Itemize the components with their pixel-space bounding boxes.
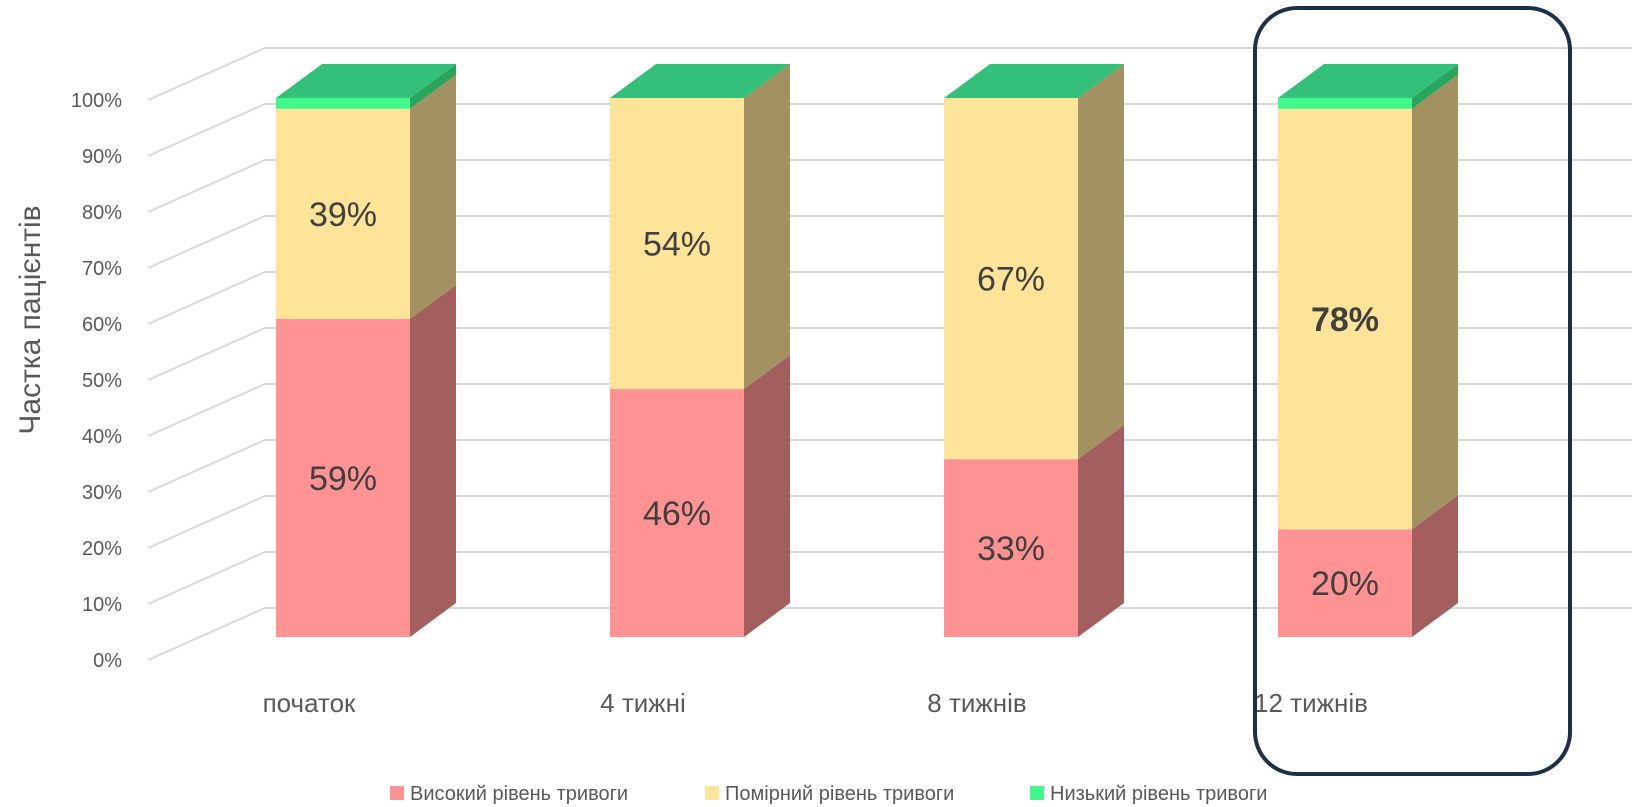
legend-swatch xyxy=(1030,786,1044,800)
bar-side xyxy=(744,355,790,637)
bar-front xyxy=(610,98,744,390)
bar-side xyxy=(410,64,456,109)
y-tick-label: 60% xyxy=(82,314,122,336)
category-label: 4 тижні xyxy=(600,688,686,718)
bar-segment xyxy=(944,425,1124,637)
y-tick-label: 100% xyxy=(71,90,122,112)
bar-segment xyxy=(944,64,1124,460)
bar-front xyxy=(276,108,410,319)
highlight-frame-12-weeks xyxy=(1253,6,1572,776)
bar-segment xyxy=(1278,64,1458,109)
data-label: 46% xyxy=(643,495,711,533)
category-label: 12 тижнів xyxy=(1254,688,1368,718)
bar-top xyxy=(1278,64,1458,98)
bar-front xyxy=(610,389,744,637)
y-tick-label: 0% xyxy=(93,650,122,672)
category-labels: початок 4 тижні 8 тижнів 12 тижнів xyxy=(263,688,1368,718)
legend-label: Помірний рівень тривоги xyxy=(725,783,954,805)
bar-side xyxy=(410,284,456,637)
bar-top xyxy=(944,64,1124,98)
y-tick-label: 50% xyxy=(82,370,122,392)
data-label: 39% xyxy=(309,196,377,234)
legend: Високий рівень тривоги Помірний рівень тр… xyxy=(390,783,1267,805)
bar-segment xyxy=(276,74,456,319)
bar-side xyxy=(410,74,456,319)
bar-segment xyxy=(1278,74,1458,530)
gridline-diagonal xyxy=(147,383,266,437)
legend-label: Високий рівень тривоги xyxy=(410,783,628,805)
legend-label: Низький рівень тривоги xyxy=(1050,783,1267,805)
data-label: 33% xyxy=(977,530,1045,568)
y-tick-label: 10% xyxy=(82,594,122,616)
gridline-diagonal xyxy=(147,327,266,381)
bar-side xyxy=(1412,64,1458,109)
bar-front xyxy=(276,98,410,109)
data-label: 54% xyxy=(643,226,711,264)
bar-front xyxy=(1278,108,1412,530)
gridline-diagonal xyxy=(147,47,266,101)
bar-top xyxy=(276,64,456,98)
bar-segment xyxy=(276,284,456,637)
data-label: 67% xyxy=(977,261,1045,299)
legend-swatch xyxy=(705,786,719,800)
gridline-diagonal xyxy=(147,607,266,661)
data-label: 20% xyxy=(1311,565,1379,603)
y-tick-label: 40% xyxy=(82,426,122,448)
bar-side xyxy=(1412,74,1458,530)
y-tick-label: 30% xyxy=(82,482,122,504)
y-tick-label: 90% xyxy=(82,146,122,168)
legend-swatch xyxy=(390,786,404,800)
data-label: 59% xyxy=(309,460,377,498)
bar-top xyxy=(610,64,790,98)
bars xyxy=(276,64,1458,637)
gridline-diagonal xyxy=(147,495,266,549)
bar-side xyxy=(744,64,790,390)
y-tick-label: 70% xyxy=(82,258,122,280)
bar-front xyxy=(276,318,410,637)
y-tick-label: 80% xyxy=(82,202,122,224)
y-tick-label: 20% xyxy=(82,538,122,560)
gridline-diagonal xyxy=(147,271,266,325)
bar-front xyxy=(944,459,1078,637)
data-label: 78% xyxy=(1311,301,1379,339)
gridline-diagonal xyxy=(147,215,266,269)
bar-side xyxy=(1412,495,1458,637)
bar-side xyxy=(1078,425,1124,637)
gridline-diagonal xyxy=(147,439,266,493)
bar-segment xyxy=(610,64,790,390)
bar-segment xyxy=(276,64,456,109)
bar-front xyxy=(944,98,1078,460)
bar-front xyxy=(1278,98,1412,109)
bar-front xyxy=(1278,529,1412,637)
category-label: початок xyxy=(263,688,356,718)
category-label: 8 тижнів xyxy=(927,688,1026,718)
gridline-diagonal xyxy=(147,159,266,213)
y-axis-label: Частка пацієнтів xyxy=(14,205,47,434)
gridline-diagonal xyxy=(147,103,266,157)
data-labels: 59% 39% 46% 54% 33% 67% 20% 78% xyxy=(309,196,1379,603)
y-axis-ticks: 0% 10% 20% 30% 40% 50% 60% 70% 80% 90% 100% xyxy=(71,90,122,672)
bar-segment xyxy=(1278,495,1458,637)
bar-side xyxy=(1078,64,1124,460)
gridline-diagonal xyxy=(147,551,266,605)
bar-segment xyxy=(610,355,790,637)
